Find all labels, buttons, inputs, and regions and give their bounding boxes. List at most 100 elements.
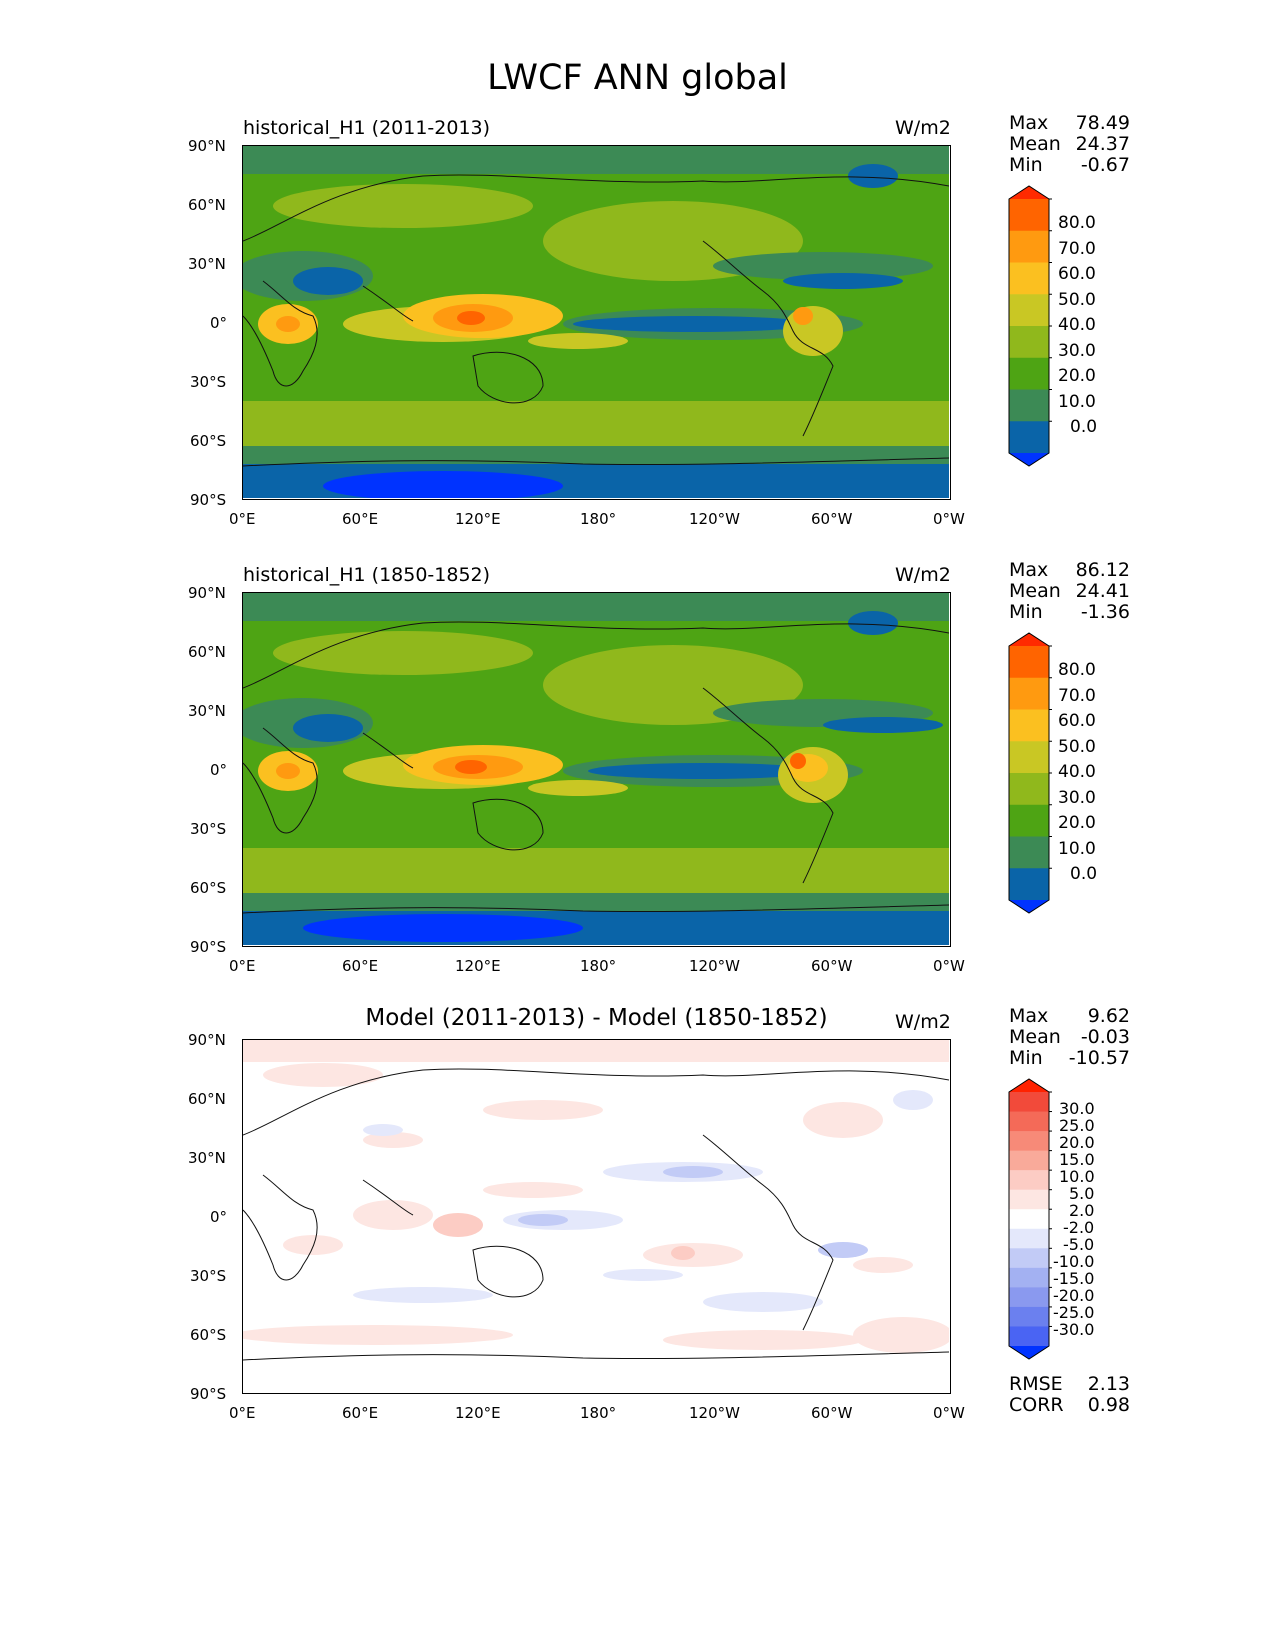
coastlines [243, 621, 949, 914]
lon-tick-label: 60°E [342, 1404, 379, 1422]
colorbar-svg [1008, 185, 1052, 467]
map-panel-1850-1852 [242, 592, 951, 947]
coastline [243, 1068, 949, 1136]
contour-map [243, 593, 949, 945]
colorbar-label: 80.0 [1058, 213, 1096, 233]
colorbar-svg [1008, 632, 1052, 914]
stat-label-mean: Mean [1009, 1026, 1061, 1048]
coastline [243, 621, 949, 689]
colorbar-swatch [1009, 1306, 1049, 1328]
colorbar-swatch [1009, 389, 1049, 422]
colorbar-swatch [1009, 294, 1049, 327]
stat-value-min: -0.67 [1080, 154, 1130, 176]
contour-region [243, 848, 949, 893]
contour-map [243, 1040, 949, 1392]
colorbar-swatch [1009, 1209, 1049, 1230]
colorbar-extend-bottom [1009, 453, 1049, 466]
colorbar [1008, 632, 1052, 914]
colorbar-label: 50.0 [1058, 737, 1096, 757]
panel-title: historical_H1 (2011-2013) [243, 117, 491, 139]
coastline [472, 798, 544, 851]
coastline [362, 285, 414, 322]
colorbar-label: -10.0 [1053, 1252, 1095, 1271]
colorbar-label: -25.0 [1053, 1303, 1095, 1322]
colorbar-swatch [1009, 199, 1049, 232]
lat-tick-label: 30°S [190, 820, 227, 838]
lat-tick-label: 30°N [188, 702, 226, 720]
lat-tick-label: 60°N [188, 196, 226, 214]
contour-region [518, 1214, 568, 1226]
lat-tick-label: 0° [210, 1208, 228, 1226]
contour-region [853, 1257, 913, 1273]
contour-map [243, 146, 949, 498]
lon-tick-label: 120°W [689, 957, 740, 975]
colorbar-label: -15.0 [1053, 1269, 1095, 1288]
contour-region [243, 1325, 513, 1345]
contour-region [433, 1213, 483, 1237]
lon-tick-label: 60°W [811, 1404, 853, 1422]
units-label: W/m2 [895, 564, 951, 586]
colorbar-swatch [1009, 1131, 1049, 1152]
contour-region [603, 1269, 683, 1281]
coastline [243, 1351, 949, 1361]
lat-tick-label: 90°S [190, 938, 227, 956]
contour-region [793, 307, 813, 325]
panel-title: historical_H1 (1850-1852) [243, 564, 491, 586]
lon-tick-label: 0°E [229, 1404, 256, 1422]
colorbar-label: 60.0 [1058, 711, 1096, 731]
colorbar-swatch [1009, 1189, 1049, 1210]
contour-region [243, 1040, 949, 1062]
coastlines [243, 1068, 949, 1361]
contour-region [783, 273, 903, 289]
colorbar-swatch [1009, 1150, 1049, 1171]
contour-region [483, 1100, 603, 1120]
stat-label-mean: Mean [1009, 133, 1061, 155]
stat-label-min: Min [1009, 154, 1043, 176]
stat-value-max: 78.49 [1075, 112, 1130, 134]
contour-region [353, 1287, 493, 1303]
stats-block: Max 86.12 Mean 24.41 Min -1.36 [1009, 559, 1130, 625]
contour-region [293, 267, 363, 295]
colorbar-label: -2.0 [1063, 1218, 1095, 1237]
lon-tick-label: 0°E [229, 510, 256, 528]
colorbar-swatch [1009, 1267, 1049, 1288]
stat-label-min: Min [1009, 1047, 1043, 1069]
contour-region [243, 146, 949, 174]
colorbar-label: 30.0 [1058, 788, 1096, 808]
contour-region [323, 471, 563, 498]
colorbar-label: 10.0 [1058, 392, 1096, 412]
colorbar-label: 20.0 [1058, 366, 1096, 386]
rmse-value: 2.13 [1087, 1373, 1130, 1395]
contour-region [818, 1242, 868, 1258]
colorbar-extend-top [1009, 1079, 1049, 1092]
contour-region [573, 316, 813, 332]
colorbar-labels: 80.0 70.0 60.0 50.0 40.0 30.0 20.0 10.0 … [1058, 660, 1118, 900]
colorbar-label: -20.0 [1053, 1286, 1095, 1305]
contour-region [790, 753, 806, 769]
contour-region [283, 1235, 343, 1255]
contour-region [823, 717, 943, 733]
colorbar-extend-bottom [1009, 1346, 1049, 1359]
colorbar-label: 0.0 [1070, 417, 1098, 437]
lon-tick-label: 120°E [455, 1404, 501, 1422]
colorbar-label: 60.0 [1058, 264, 1096, 284]
contour-region [243, 401, 949, 446]
lat-tick-label: 30°N [188, 255, 226, 273]
stats-block: Max 78.49 Mean 24.37 Min -0.67 [1009, 112, 1130, 178]
units-label: W/m2 [895, 117, 951, 139]
colorbar-swatch [1009, 709, 1049, 742]
colorbar-label: 30.0 [1059, 1099, 1095, 1118]
colorbar-label: 70.0 [1058, 686, 1096, 706]
stat-value-min: -1.36 [1080, 601, 1130, 623]
contour-region [853, 1317, 949, 1353]
lon-tick-label: 120°E [455, 510, 501, 528]
colorbar-swatch [1009, 677, 1049, 711]
lon-tick-label: 60°E [342, 957, 379, 975]
lat-tick-label: 60°N [188, 643, 226, 661]
stat-value-max: 86.12 [1075, 559, 1130, 581]
coastline [702, 687, 834, 884]
colorbar-label: 30.0 [1058, 341, 1096, 361]
colorbar-swatch [1009, 1248, 1049, 1269]
contour-region [893, 1090, 933, 1110]
corr-value: 0.98 [1087, 1394, 1130, 1416]
